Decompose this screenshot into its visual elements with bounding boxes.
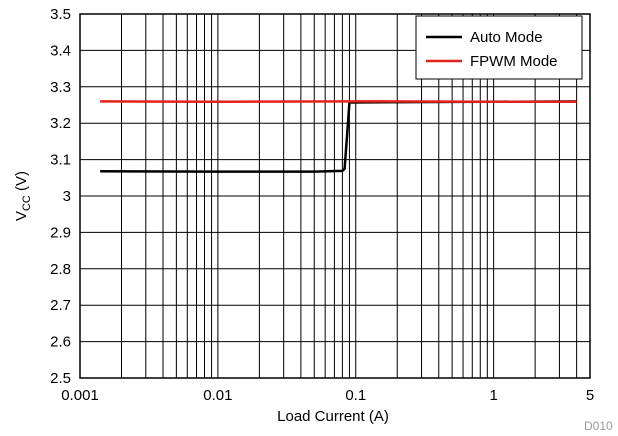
y-axis-label-unit: (V): [13, 171, 30, 195]
y-tick-label: 2.8: [50, 261, 71, 278]
x-axis-label: Load Current (A): [277, 408, 389, 425]
legend-label-auto-mode: Auto Mode: [470, 29, 543, 46]
y-tick-label: 3.3: [50, 79, 71, 96]
series-layer: [100, 100, 577, 173]
x-tick-label: 0.1: [345, 387, 366, 404]
legend: Auto Mode FPWM Mode: [415, 15, 583, 80]
axes-layer: 2.5 2.6 2.7 2.8 2.9 3 3.1 3.2 3.3 3.4 3.5 0.001 0.01…: [50, 6, 594, 404]
y-tick-label: 2.5: [50, 370, 71, 387]
x-tick-label: 1: [489, 387, 497, 404]
y-tick-label: 3: [63, 188, 71, 205]
y-tick-label: 2.9: [50, 224, 71, 241]
y-tick-label: 3.1: [50, 152, 71, 169]
plot-frame: [79, 13, 591, 379]
legend-box: [415, 15, 583, 80]
y-axis-label-main: V: [13, 211, 30, 221]
x-tick-label: 5: [586, 387, 594, 404]
x-tick-label: 0.01: [203, 387, 232, 404]
legend-label-fpwm-mode: FPWM Mode: [470, 53, 558, 70]
y-axis-label: VCC (V): [13, 171, 33, 221]
y-tick-label: 2.6: [50, 334, 71, 351]
x-tick-label: 0.001: [61, 387, 99, 404]
y-tick-label: 3.5: [50, 6, 71, 23]
y-axis-label-subscript: CC: [21, 195, 33, 211]
y-tick-label: 2.7: [50, 297, 71, 314]
y-tick-label: 3.2: [50, 115, 71, 132]
y-tick-label: 3.4: [50, 42, 71, 59]
figure-id: D010: [584, 419, 613, 433]
series-line-auto-mode: [100, 100, 577, 173]
